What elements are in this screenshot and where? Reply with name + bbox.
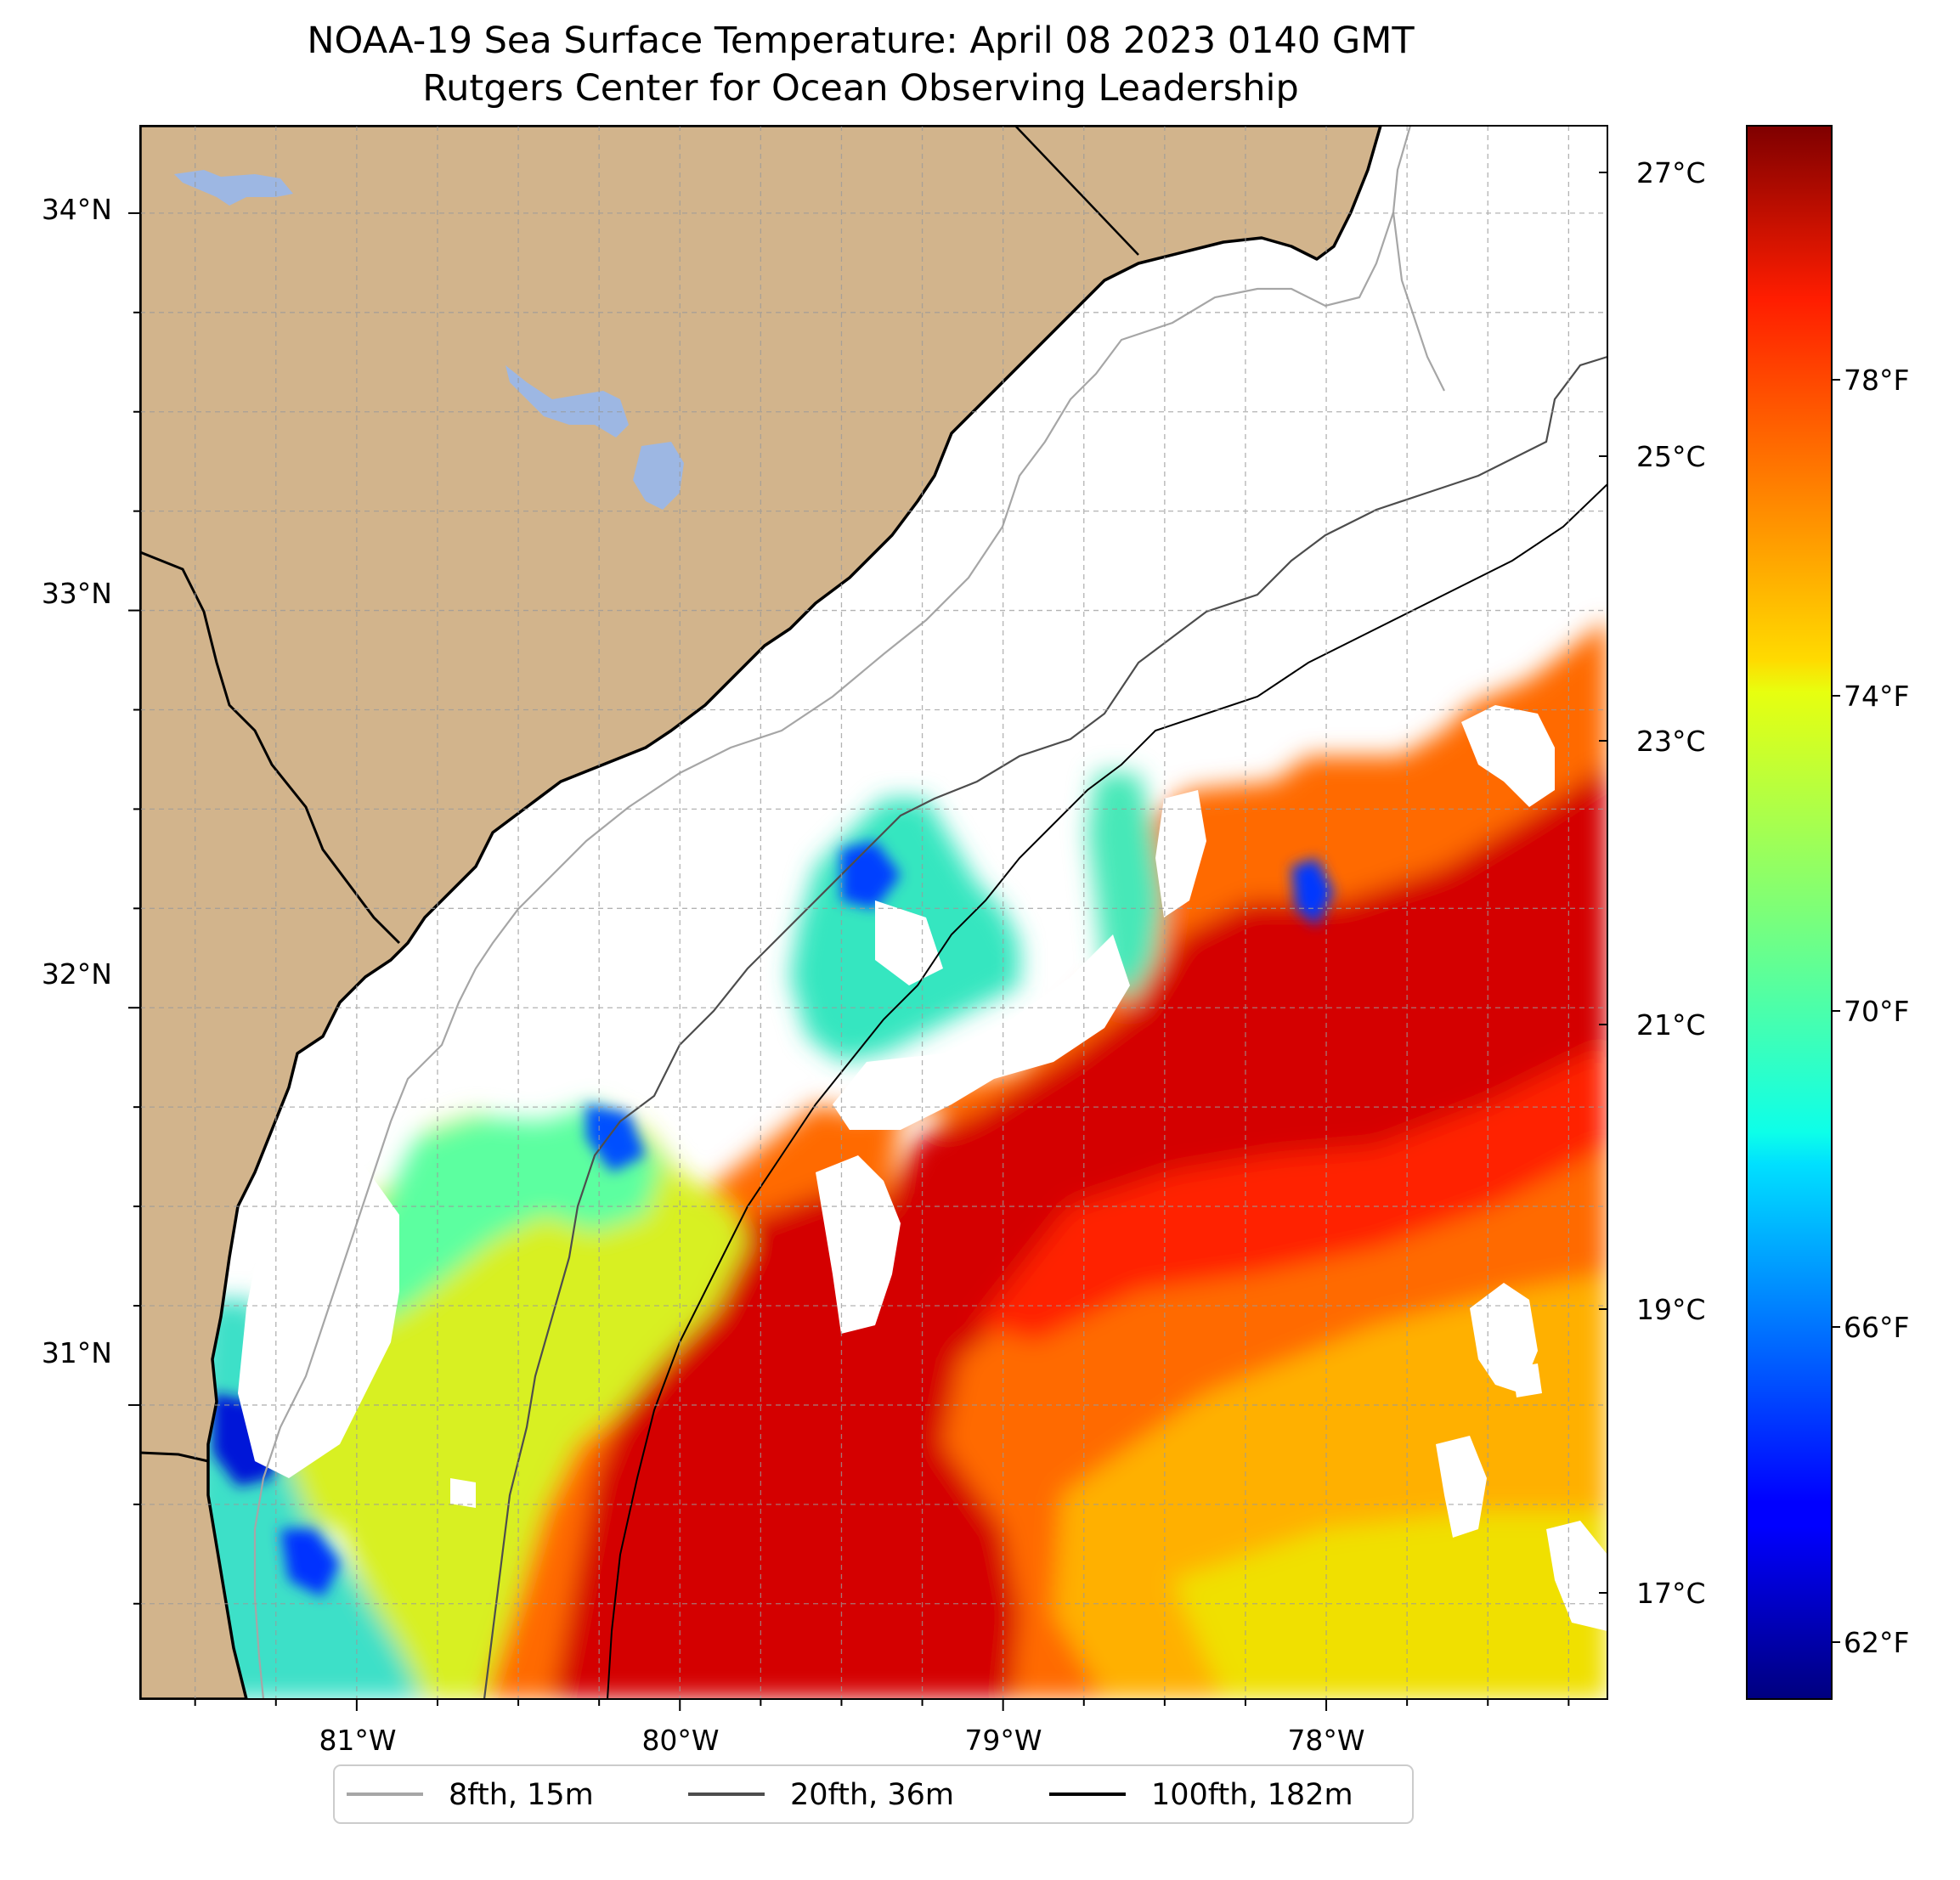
lake-marion [506,365,629,438]
state-border-north [1014,126,1139,256]
fahrenheit-label: 74°F [1844,680,1909,713]
sst-gulfstream-band [977,1045,1607,1342]
fahrenheit-label: 78°F [1844,364,1909,397]
lon-label: 80°W [641,1724,719,1757]
lon-label: 79°W [964,1724,1042,1757]
map-frame [139,125,1608,1700]
fahrenheit-label: 62°F [1844,1626,1909,1659]
longitude-labels: 81°W 80°W 79°W 78°W [319,1724,1364,1757]
lat-label: 31°N [42,1336,112,1369]
cloud-gap-east [1470,1283,1538,1393]
lat-label: 34°N [42,193,112,226]
colorbar-gradient [1746,125,1833,1700]
colorbar-fahrenheit-labels: 78°F 74°F 70°F 66°F 62°F [1844,364,1909,1659]
celsius-label: 21°C [1636,1008,1706,1042]
sst-cold-spot-east [1291,858,1334,926]
lake-north [174,170,293,206]
state-border-south [140,1451,209,1463]
legend-label-8fth: 8fth, 15m [449,1778,594,1812]
isobath-8fth [253,126,1412,1699]
fahrenheit-label: 70°F [1844,995,1909,1028]
cloud-gap-mid [1155,790,1206,917]
colorbar: 27°C 25°C 23°C 21°C 19°C 17°C 78°F 74°F … [1599,125,1909,1700]
lake-moultrie [633,442,684,510]
legend-label-100fth: 100fth, 182m [1151,1778,1353,1812]
colorbar-celsius-labels: 27°C 25°C 23°C 21°C 19°C 17°C [1636,156,1706,1610]
celsius-label: 23°C [1636,725,1706,758]
cloud-gap-northeast [1461,705,1555,807]
sst-data-layer [187,620,1607,1699]
celsius-label: 19°C [1636,1293,1706,1326]
map-panel: 81°W 80°W 79°W 78°W 34°N 33°N 32°N 31°N [42,125,1608,1757]
sst-cold-spot-shelf [586,1104,646,1172]
figure-subtitle: Rutgers Center for Ocean Observing Leade… [422,67,1299,110]
lon-label: 78°W [1287,1724,1364,1757]
cloud-gap-center [833,934,1130,1130]
celsius-label: 17°C [1636,1577,1706,1610]
isobath-100fth [607,483,1607,1699]
cloud-gap-trough [816,1155,901,1334]
cloud-gap-small-a [450,1478,476,1508]
celsius-label: 25°C [1636,440,1706,473]
state-border-west [140,550,401,945]
legend-box [333,1764,1414,1824]
cloud-gap-eddy [875,900,943,985]
colorbar-celsius-ticks [1599,172,1607,1594]
map-gridlines [140,126,1607,1699]
sst-shelf-green [340,1104,663,1325]
figure-title: NOAA-19 Sea Surface Temperature: April 0… [307,20,1415,62]
lat-label: 33°N [42,577,112,610]
sst-cold-spot-eddy [841,841,901,909]
lat-label: 32°N [42,957,112,991]
cloud-gap-southeast [1436,1436,1487,1538]
sst-southeast-pale [1172,1512,1607,1699]
isobath-8fth-branch [1392,212,1445,392]
isobath-legend: 8fth, 15m 20fth, 36m 100fth, 182m [333,1764,1414,1824]
legend-label-20fth: 20fth, 36m [790,1778,954,1812]
map-tick-marks [128,212,1570,1711]
colorbar-fahrenheit-ticks [1832,379,1840,1643]
cloud-gap-small-b [1512,1363,1542,1397]
fahrenheit-label: 66°F [1844,1311,1909,1344]
latitude-labels: 34°N 33°N 32°N 31°N [42,193,112,1369]
sst-cold-spot-south [280,1529,340,1597]
lon-label: 81°W [319,1724,396,1757]
cloud-gap-shelf [238,1138,399,1478]
celsius-label: 27°C [1636,156,1706,189]
land-mass [140,126,1382,1699]
isobath-20fth [483,355,1607,1699]
cloud-gaps [238,705,1607,1631]
